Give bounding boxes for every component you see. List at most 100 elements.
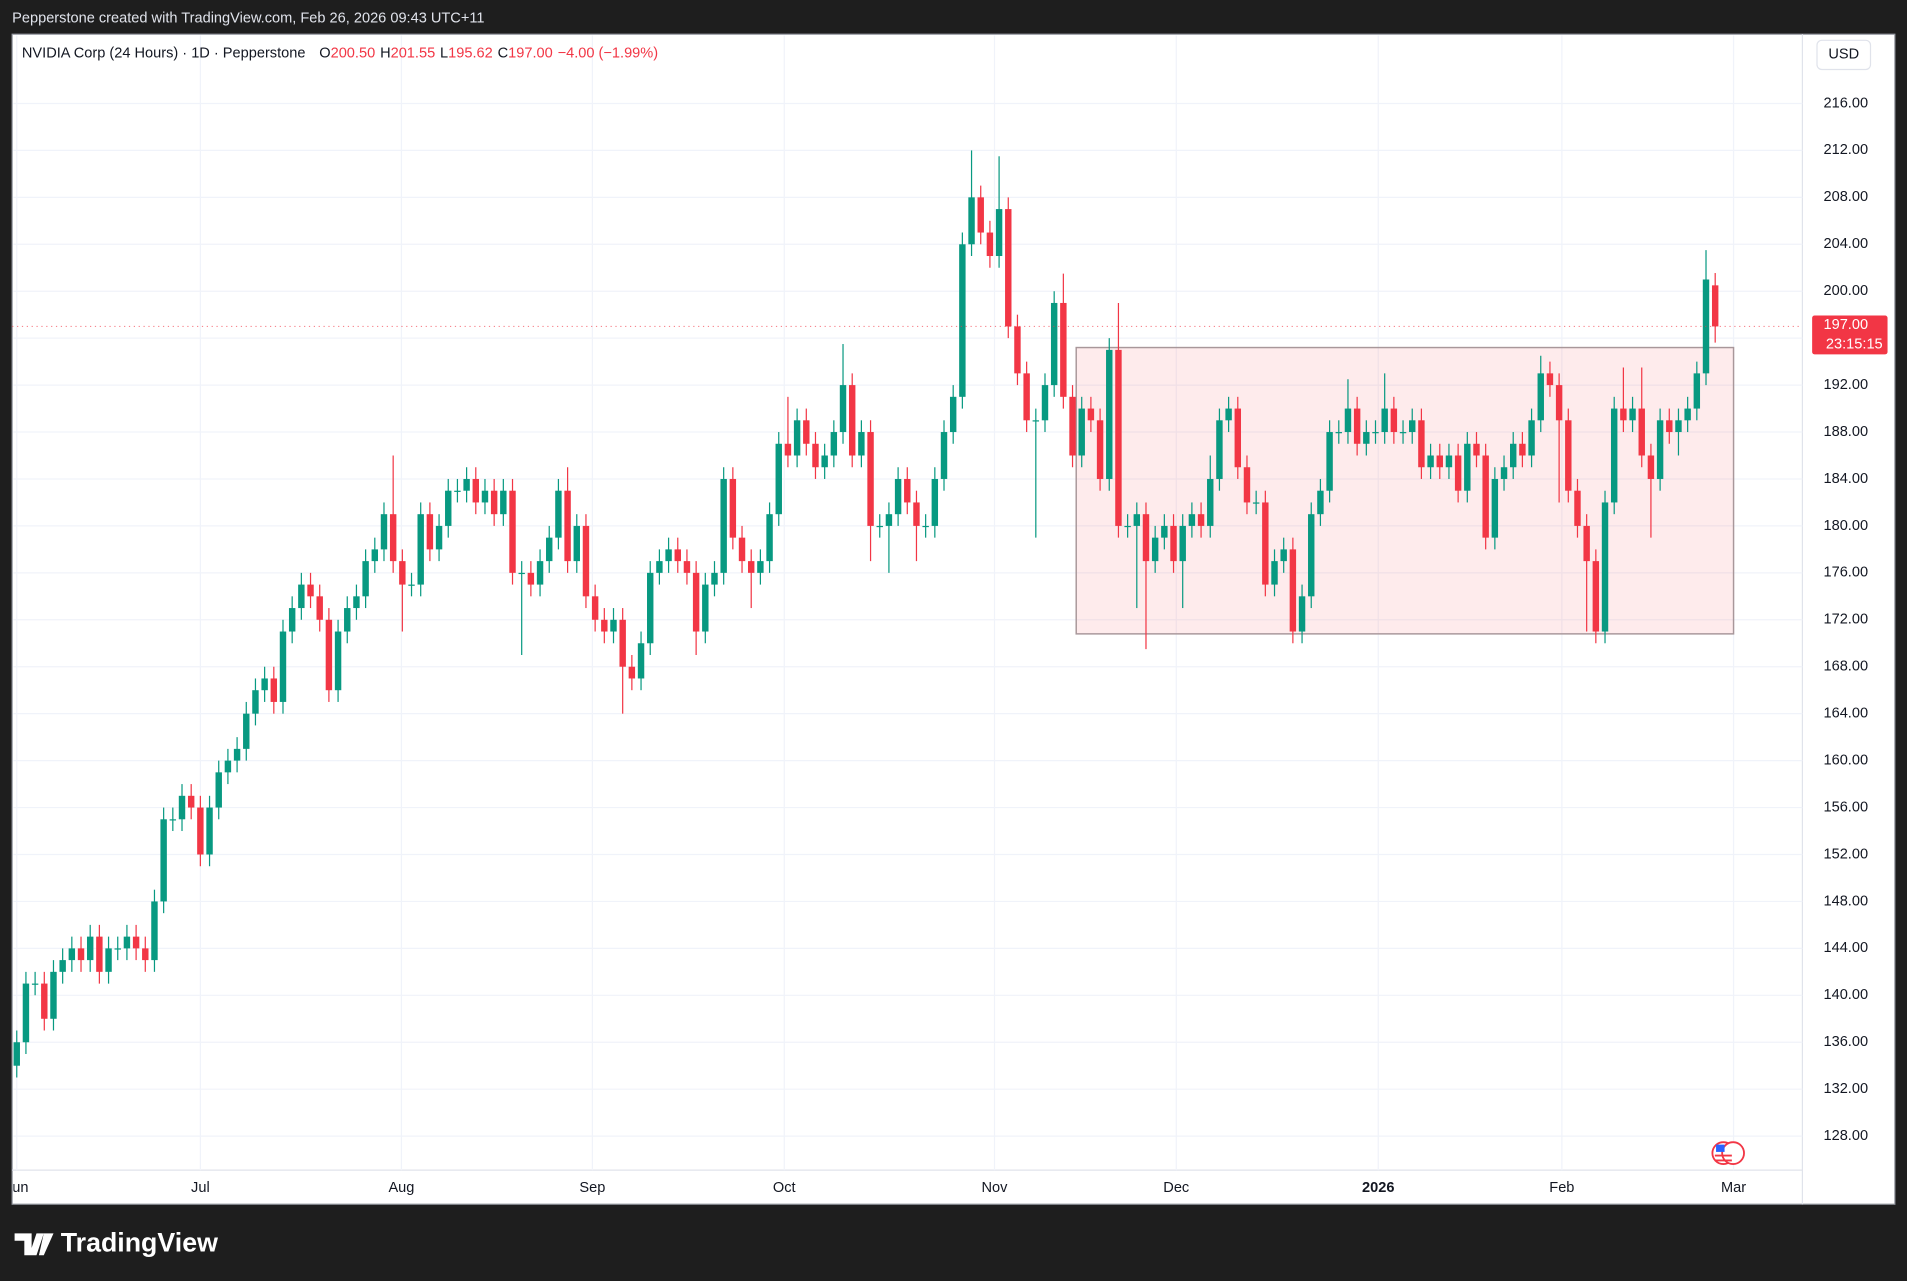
- y-tick-label: 152.00: [1823, 846, 1868, 862]
- last-price-box: [1812, 315, 1888, 355]
- candle-body: [1106, 349, 1113, 479]
- candle-body: [729, 478, 737, 538]
- candle-body: [325, 619, 333, 691]
- candle-body: [316, 596, 323, 620]
- candle-body: [1115, 349, 1122, 526]
- candle-body: [399, 561, 406, 585]
- candle-body: [1629, 408, 1636, 421]
- candle-body: [922, 525, 929, 528]
- last-price-label: 197.00: [1823, 317, 1868, 333]
- candle-body: [619, 619, 626, 667]
- x-tick-label: Jun: [5, 1180, 29, 1196]
- candle-body: [68, 948, 76, 961]
- candle-body: [261, 678, 268, 691]
- candle-body: [601, 619, 608, 632]
- candle-body: [656, 561, 663, 573]
- candle-body: [353, 596, 360, 609]
- y-tick-label: 192.00: [1823, 377, 1868, 393]
- candle-body: [1252, 502, 1260, 504]
- candle-body: [1225, 408, 1232, 421]
- candle-body: [1427, 455, 1434, 468]
- candle-body: [1050, 302, 1058, 386]
- candle-body: [197, 807, 204, 855]
- candle-body: [243, 713, 250, 749]
- candle-body: [867, 432, 874, 526]
- y-tick-label: 216.00: [1823, 95, 1868, 111]
- candle-body: [546, 537, 553, 562]
- candle-body: [711, 572, 718, 585]
- y-tick-label: 140.00: [1823, 987, 1868, 1003]
- currency[interactable]: USD: [1828, 47, 1859, 63]
- candle-body: [1528, 420, 1535, 456]
- x-tick-label: Sep: [579, 1180, 605, 1196]
- candle-body: [31, 983, 39, 985]
- candle-body: [1197, 514, 1205, 526]
- candle-body: [288, 608, 296, 632]
- candle-body: [1262, 502, 1269, 585]
- x-tick-label: Oct: [773, 1180, 796, 1196]
- candle-body: [1353, 408, 1361, 444]
- candle-body: [1675, 420, 1682, 433]
- candle-body: [96, 936, 103, 972]
- candle-body: [1133, 514, 1141, 526]
- candle-body: [1179, 525, 1186, 562]
- candle-body: [105, 948, 112, 972]
- legend-value: 197.00: [508, 46, 553, 62]
- x-tick-label: Aug: [388, 1180, 414, 1196]
- candle-body: [738, 537, 746, 562]
- candle-body: [931, 478, 939, 526]
- candle-body: [564, 490, 571, 562]
- candle-body: [490, 490, 498, 515]
- y-tick-label: 212.00: [1823, 142, 1868, 158]
- candle-body: [481, 490, 489, 503]
- candle-body: [233, 748, 241, 761]
- candle-body: [1317, 490, 1324, 515]
- candle-body: [1583, 525, 1590, 562]
- flag-icon: [1711, 1141, 1745, 1165]
- candle-body: [830, 432, 838, 456]
- candle-body: [1372, 432, 1379, 434]
- candle-body: [536, 561, 544, 585]
- candle-body: [206, 807, 213, 855]
- legend-key: L: [440, 46, 448, 62]
- candle-body: [1418, 420, 1425, 468]
- countdown: 23:15:15: [1826, 337, 1883, 353]
- candle-body: [1023, 373, 1030, 421]
- y-tick-label: 128.00: [1823, 1128, 1868, 1144]
- y-tick-label: 164.00: [1823, 706, 1868, 722]
- candle-body: [417, 514, 424, 585]
- candle-body: [1041, 385, 1049, 421]
- candle-body: [839, 385, 847, 433]
- candle-body: [1335, 432, 1342, 434]
- candle-body: [1271, 561, 1278, 585]
- candle-body: [1620, 408, 1627, 421]
- candle-body: [334, 631, 342, 691]
- y-tick-label: 160.00: [1823, 752, 1868, 768]
- candle-body: [1519, 443, 1526, 456]
- candle-body: [582, 525, 590, 597]
- candle-body: [1005, 209, 1012, 327]
- candle-body: [692, 572, 700, 632]
- candle-body: [279, 631, 287, 702]
- candle-body: [757, 561, 764, 573]
- candle-body: [803, 420, 810, 444]
- candle-body: [1014, 326, 1021, 374]
- candle-body: [215, 772, 222, 808]
- candle-body: [1243, 467, 1251, 503]
- candle-body: [784, 443, 792, 456]
- candle-body: [187, 795, 195, 808]
- candle-body: [1409, 420, 1416, 433]
- currency-button[interactable]: [1816, 39, 1872, 71]
- candle-body: [252, 690, 259, 714]
- candle-body: [1638, 408, 1645, 456]
- candle-body: [1188, 514, 1196, 526]
- candle-body: [408, 584, 415, 586]
- legend-key: O: [319, 46, 330, 62]
- candle-body: [885, 514, 893, 526]
- candle-body: [1087, 408, 1095, 421]
- x-tick-label: Nov: [982, 1180, 1009, 1196]
- candle-body: [876, 525, 883, 528]
- candle-body: [995, 209, 1003, 257]
